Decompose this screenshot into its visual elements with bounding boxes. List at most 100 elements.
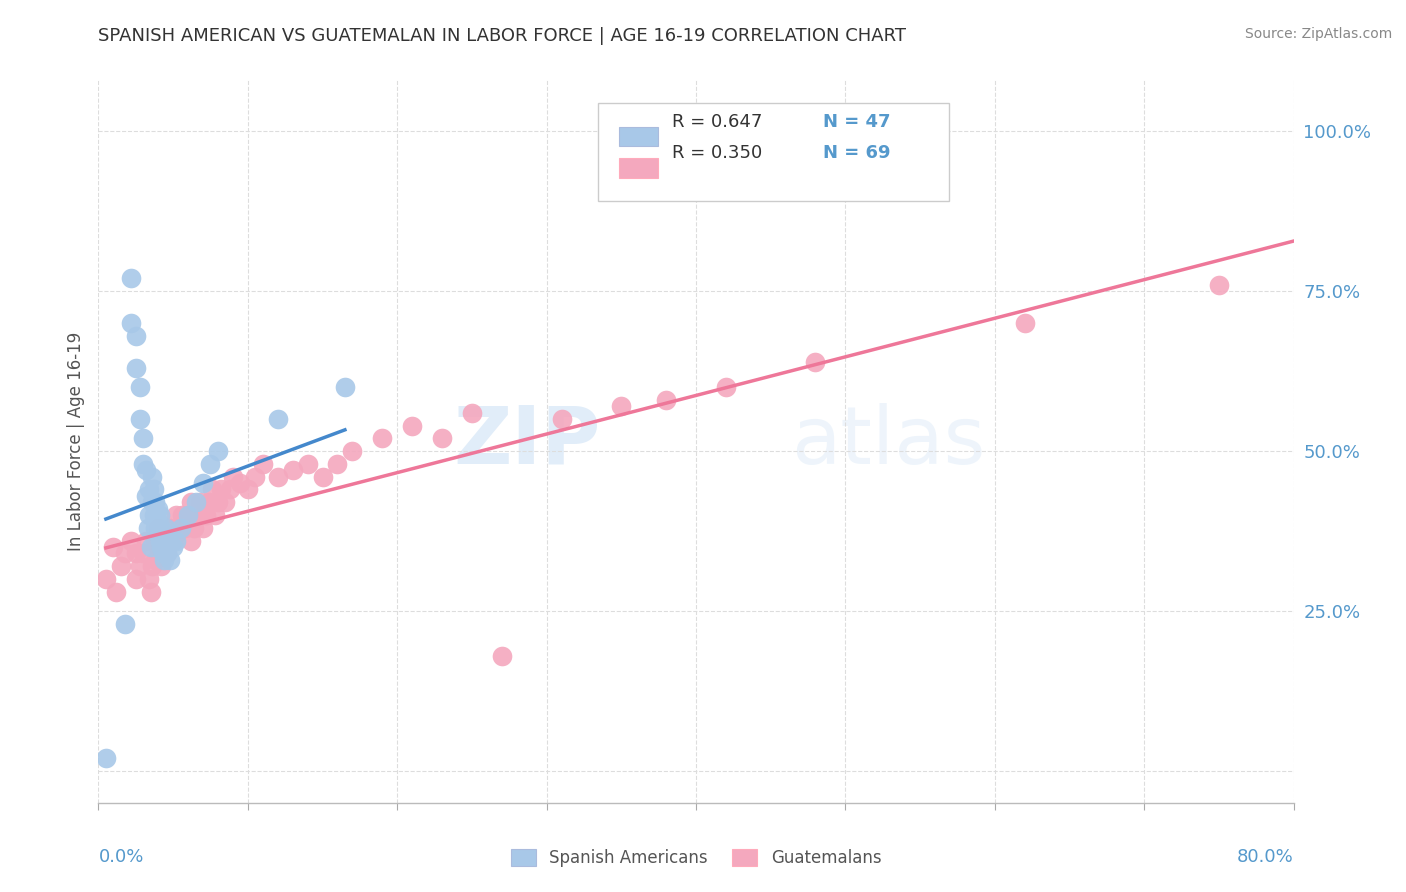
Point: [141, 495, 163, 509]
Point: [135, 533, 157, 548]
Text: R = 0.350: R = 0.350: [672, 145, 762, 162]
Point: [281, 463, 304, 477]
Point: [149, 533, 172, 548]
Point: [149, 508, 172, 522]
Text: SPANISH AMERICAN VS GUATEMALAN IN LABOR FORCE | AGE 16-19 CORRELATION CHART: SPANISH AMERICAN VS GUATEMALAN IN LABOR …: [98, 27, 907, 45]
Point: [159, 521, 181, 535]
Point: [155, 521, 177, 535]
Text: R = 0.647: R = 0.647: [672, 113, 762, 131]
Text: N = 47: N = 47: [823, 113, 890, 131]
Point: [141, 469, 163, 483]
Point: [222, 469, 245, 483]
Point: [236, 483, 259, 497]
Point: [150, 521, 173, 535]
Point: [125, 329, 148, 343]
Point: [152, 527, 174, 541]
Point: [180, 533, 202, 548]
Point: [655, 392, 678, 407]
Point: [148, 527, 170, 541]
Point: [401, 418, 423, 433]
Point: [174, 521, 197, 535]
Point: [94, 572, 117, 586]
Point: [114, 616, 136, 631]
Point: [177, 508, 200, 522]
Point: [165, 508, 187, 522]
Point: [214, 495, 236, 509]
Point: [183, 521, 205, 535]
Point: [120, 271, 142, 285]
Point: [267, 469, 290, 483]
Point: [184, 495, 207, 509]
Point: [120, 316, 142, 330]
Point: [229, 476, 252, 491]
Point: [172, 508, 194, 522]
Point: [461, 406, 484, 420]
Point: [135, 489, 157, 503]
Point: [94, 751, 117, 765]
Point: [139, 584, 162, 599]
Point: [188, 495, 211, 509]
Point: [195, 508, 218, 522]
Point: [165, 533, 187, 548]
Y-axis label: In Labor Force | Age 16-19: In Labor Force | Age 16-19: [66, 332, 84, 551]
Point: [371, 431, 394, 445]
Point: [267, 412, 290, 426]
Point: [143, 495, 166, 509]
Point: [139, 540, 162, 554]
Point: [143, 553, 166, 567]
Text: 0.0%: 0.0%: [98, 847, 143, 865]
Text: N = 69: N = 69: [823, 145, 890, 162]
Point: [311, 469, 333, 483]
Point: [129, 559, 152, 574]
Point: [153, 553, 176, 567]
Point: [550, 412, 572, 426]
Point: [200, 457, 222, 471]
Point: [141, 559, 163, 574]
Text: 80.0%: 80.0%: [1237, 847, 1294, 865]
Point: [186, 508, 208, 522]
Point: [138, 483, 160, 497]
Point: [150, 540, 173, 554]
Point: [191, 521, 214, 535]
Point: [129, 380, 152, 394]
Point: [110, 559, 132, 574]
Point: [610, 400, 633, 414]
Point: [156, 546, 179, 560]
Point: [1208, 277, 1230, 292]
Point: [297, 457, 319, 471]
Point: [148, 501, 170, 516]
Point: [142, 508, 165, 522]
Point: [132, 546, 155, 560]
Point: [153, 527, 176, 541]
Point: [162, 540, 184, 554]
Point: [155, 540, 177, 554]
Point: [125, 572, 148, 586]
Text: ZIP: ZIP: [453, 402, 600, 481]
Point: [207, 444, 229, 458]
Point: [129, 412, 152, 426]
Text: atlas: atlas: [792, 402, 986, 481]
Point: [125, 546, 148, 560]
Point: [143, 533, 166, 548]
Point: [150, 559, 173, 574]
Point: [804, 354, 827, 368]
Point: [150, 533, 173, 548]
Point: [157, 533, 180, 548]
Point: [342, 444, 364, 458]
Point: [143, 521, 166, 535]
Point: [207, 495, 229, 509]
Point: [165, 527, 187, 541]
Point: [120, 533, 142, 548]
Point: [157, 533, 180, 548]
Text: Source: ZipAtlas.com: Source: ZipAtlas.com: [1244, 27, 1392, 41]
Point: [103, 540, 125, 554]
Point: [209, 483, 232, 497]
Point: [1014, 316, 1036, 330]
Point: [326, 457, 349, 471]
Point: [177, 508, 200, 522]
Point: [491, 648, 513, 663]
Point: [156, 546, 179, 560]
Point: [135, 463, 157, 477]
Point: [714, 380, 737, 394]
Point: [136, 521, 159, 535]
